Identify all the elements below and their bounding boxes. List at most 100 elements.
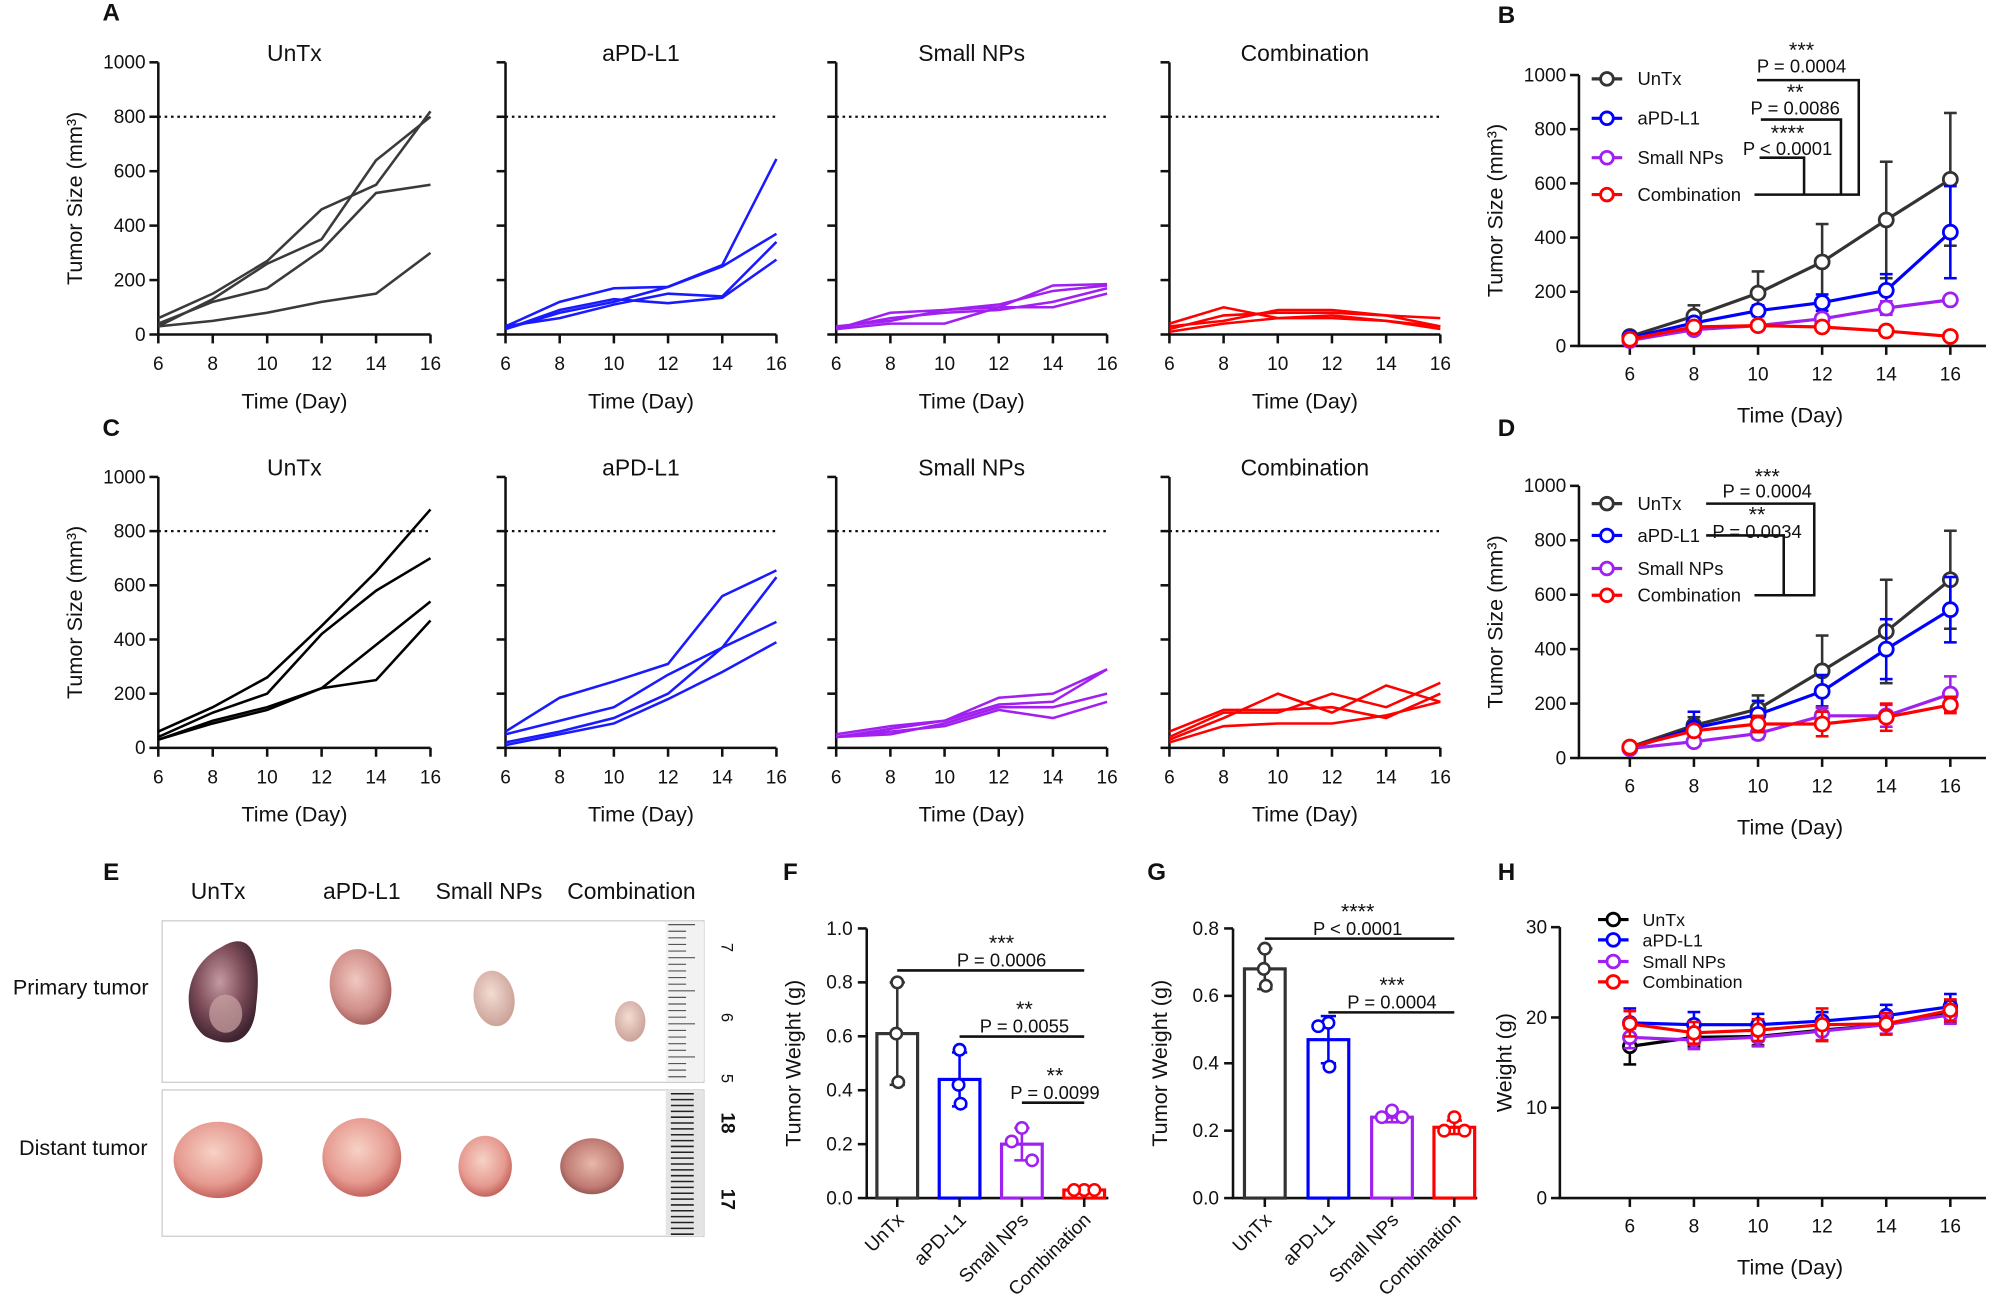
x-tick-label: 8	[554, 767, 565, 788]
data-point	[1025, 1153, 1040, 1168]
p-value: P < 0.0001	[1743, 138, 1832, 159]
panel-d: 0 200 400 600 800 1000 Tumor Size (mm³) 6 8 10 12 1…	[1483, 463, 1986, 839]
p-value: P = 0.0034	[1712, 521, 1801, 542]
bar-group-untx: UnTx	[861, 975, 920, 1257]
significance-stars: **	[1787, 79, 1804, 104]
x-axis-label: Time (Day)	[241, 802, 347, 827]
ruler-number: 17	[717, 1189, 738, 1210]
data-point	[1749, 302, 1767, 320]
legend-marker	[1599, 110, 1615, 127]
y-tick-label: 0	[135, 325, 146, 346]
series-line	[1629, 578, 1952, 749]
series-line	[505, 241, 778, 328]
x-tick-label: 12	[1812, 1216, 1833, 1237]
x-tick-label: 6	[1164, 354, 1175, 375]
panel-a4: Combination 6 8 10 12 14 16 Time (Day)	[1160, 40, 1451, 413]
y-tick-label: 400	[1534, 228, 1566, 249]
series-small-nps: Small NPs	[1591, 147, 1959, 349]
data-point	[1813, 253, 1831, 271]
x-axis-label: Time (Day)	[1252, 388, 1358, 413]
x-tick-label: 12	[657, 354, 678, 375]
x-tick-label: 12	[1321, 354, 1342, 375]
data-point	[1621, 738, 1639, 756]
x-tick-label: 12	[1812, 776, 1833, 797]
data-point	[951, 1077, 966, 1092]
significance-stars: ***	[1379, 972, 1405, 997]
y-tick-label: 1000	[103, 53, 145, 74]
p-value: P < 0.0001	[1313, 918, 1402, 939]
series-line-2	[836, 668, 1108, 736]
legend-label: Small NPs	[1637, 147, 1723, 168]
series-line	[1629, 324, 1951, 341]
category-label: aPD-L1	[1279, 1210, 1340, 1271]
series-line	[505, 641, 778, 747]
y-tick-label: 200	[1534, 694, 1566, 715]
legend-marker	[1599, 527, 1615, 544]
series-line	[157, 557, 432, 739]
y-tick-label: 200	[114, 270, 146, 291]
legend-marker	[1605, 932, 1622, 948]
series-line-4	[835, 286, 1108, 329]
data-point	[1685, 318, 1703, 336]
series-line-4	[836, 692, 1108, 739]
y-tick-label: 800	[1534, 120, 1566, 141]
x-axis-label: Time (Day)	[919, 802, 1025, 827]
x-axis-label: Time (Day)	[588, 388, 694, 413]
legend-label: Combination	[1643, 972, 1743, 992]
series-line-1	[1168, 681, 1441, 739]
y-tick-label: 30	[1526, 918, 1547, 939]
p-value: P = 0.0004	[1757, 55, 1846, 76]
series-line-2	[505, 232, 778, 331]
x-tick-label: 16	[1096, 354, 1117, 375]
x-tick-label: 14	[365, 767, 387, 788]
x-axis-label: Time (Day)	[241, 388, 347, 413]
x-tick-label: 6	[1625, 364, 1636, 385]
x-axis-label: Time (Day)	[1737, 402, 1843, 427]
series-line	[505, 232, 778, 331]
legend-label: UnTx	[1637, 493, 1682, 514]
panel-b: 0 200 400 600 800 1000 Tumor Size (mm³) 6 8 10 12 1…	[1483, 37, 1986, 427]
data-point	[1395, 1110, 1410, 1125]
y-tick-label: 1000	[1524, 476, 1566, 497]
series-line-3	[836, 700, 1108, 739]
legend-label: aPD-L1	[1637, 525, 1700, 546]
panel-letter-a: A	[103, 0, 120, 26]
panel-letter-h: H	[1498, 859, 1515, 886]
y-tick-label: 400	[114, 216, 146, 237]
y-axis-label: Weight (g)	[1492, 1013, 1517, 1112]
series-line	[835, 286, 1108, 329]
series-line	[835, 282, 1108, 331]
data-point	[1621, 330, 1639, 348]
legend-marker	[1599, 186, 1615, 203]
panel-g: 0.0 0.2 0.4 0.6 0.8 Tumor Weight (g) UnTx aPD-L…	[1147, 898, 1478, 1300]
bar	[1306, 1038, 1351, 1200]
x-tick-label: 14	[1376, 767, 1398, 788]
data-point	[1813, 715, 1831, 733]
tumor-primary-smallnps	[473, 970, 515, 1027]
data-point	[1749, 317, 1767, 335]
series-line	[1629, 298, 1951, 343]
data-point	[1087, 1182, 1102, 1197]
series-line-1	[157, 508, 432, 733]
data-point	[953, 1096, 968, 1111]
data-point	[1941, 291, 1959, 309]
photo-row-label-primary: Primary tumor	[13, 975, 149, 1000]
legend-label: UnTx	[1637, 68, 1682, 89]
y-tick-label: 800	[114, 107, 146, 128]
x-tick-label: 12	[988, 354, 1009, 375]
panel-letter-b: B	[1498, 2, 1515, 29]
legend-marker	[1599, 495, 1615, 512]
y-tick-label: 0.0	[1193, 1188, 1220, 1209]
series-line	[836, 668, 1108, 739]
photo-group-label: aPD-L1	[323, 878, 401, 904]
series-line	[505, 258, 778, 331]
y-tick-label: 600	[114, 576, 146, 597]
series-line-2	[836, 284, 1108, 328]
y-tick-label: 1000	[1524, 65, 1566, 86]
x-axis-label: Time (Day)	[1737, 814, 1843, 839]
series-line	[836, 284, 1108, 328]
significance-stars: ***	[1789, 37, 1815, 62]
x-tick-label: 14	[1042, 354, 1064, 375]
bar-group-apd-l1: aPD-L1	[910, 1042, 982, 1270]
data-point	[952, 1042, 967, 1057]
